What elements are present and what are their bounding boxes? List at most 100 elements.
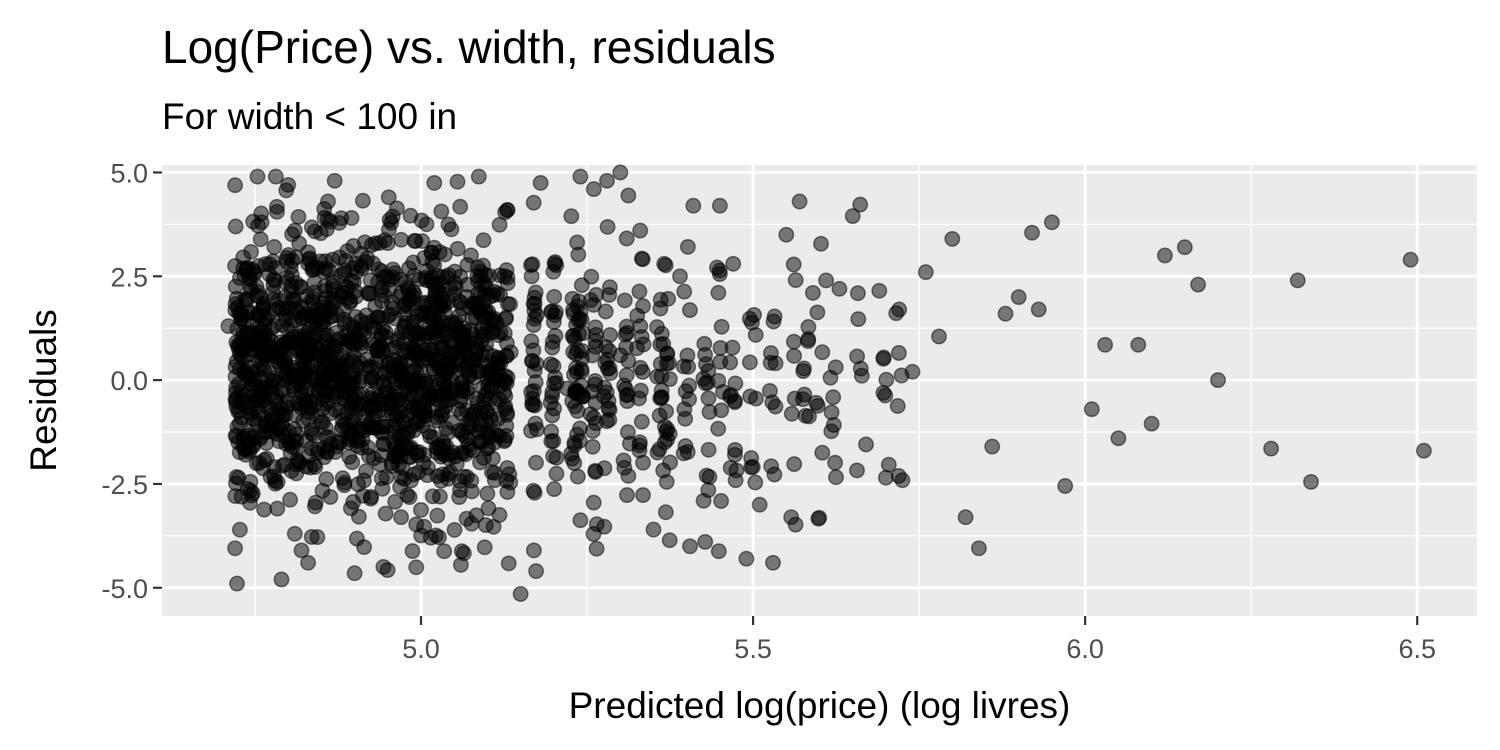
data-point [544, 384, 561, 401]
data-point [786, 456, 803, 473]
data-point [388, 332, 405, 349]
x-tick-label: 5.5 [734, 634, 772, 664]
data-point [394, 460, 411, 476]
data-point [710, 284, 727, 301]
data-point [1110, 430, 1127, 447]
data-point [500, 555, 517, 572]
data-point [227, 257, 244, 274]
data-point [528, 355, 545, 372]
data-point [419, 349, 436, 366]
data-point [809, 397, 826, 414]
data-point [350, 508, 367, 525]
data-point [795, 363, 812, 380]
data-point [293, 542, 310, 559]
data-point [871, 282, 888, 299]
data-point [620, 467, 637, 484]
data-point [547, 327, 564, 344]
data-point [904, 363, 921, 380]
data-point [747, 474, 764, 491]
data-point [498, 417, 515, 434]
data-point [800, 333, 817, 350]
data-point [700, 390, 717, 407]
chart-title: Log(Price) vs. width, residuals [162, 21, 776, 73]
y-tick-label: 5.0 [110, 158, 148, 188]
y-tick-label: -2.5 [101, 470, 148, 500]
data-point [597, 303, 614, 320]
data-point [765, 313, 782, 330]
data-point [413, 501, 429, 518]
data-point [585, 181, 602, 198]
data-point [744, 459, 761, 475]
data-point [318, 395, 335, 412]
data-point [588, 540, 605, 557]
data-point [315, 309, 331, 326]
data-point [316, 327, 332, 343]
data-point [814, 344, 831, 361]
data-point [679, 238, 696, 255]
data-point [255, 299, 272, 316]
axes: -5.0 -2.5 0.0 2.5 5.0 5.0 5.5 6.0 6.5 [101, 158, 1436, 664]
data-point [408, 559, 425, 576]
minor-gridlines [162, 165, 1477, 616]
data-point [813, 235, 829, 252]
data-point [497, 373, 514, 390]
data-point [785, 333, 802, 350]
data-point [713, 318, 730, 335]
data-point [438, 392, 454, 409]
data-point [612, 347, 629, 364]
data-point [697, 346, 714, 363]
data-point [620, 187, 637, 204]
data-point [849, 285, 866, 302]
data-point [297, 339, 314, 356]
data-point [850, 311, 867, 328]
data-point [477, 302, 494, 319]
data-point [475, 232, 492, 249]
data-point [1210, 372, 1226, 389]
data-point [804, 284, 821, 301]
data-point [656, 255, 673, 272]
data-point [266, 239, 283, 255]
data-point [453, 543, 470, 560]
data-point [231, 444, 248, 461]
data-point [787, 272, 804, 289]
data-point [814, 444, 831, 461]
data-point [564, 450, 581, 467]
data-point [569, 342, 586, 359]
data-point [287, 301, 304, 318]
data-point [629, 307, 646, 324]
data-point [931, 328, 947, 345]
data-point [497, 310, 514, 327]
data-point [631, 442, 648, 459]
data-point [875, 350, 892, 367]
data-point [660, 290, 677, 307]
data-point [572, 512, 589, 529]
data-point [800, 319, 817, 335]
data-point [307, 459, 324, 475]
data-point [724, 339, 741, 356]
data-point [379, 235, 396, 252]
data-point [875, 384, 892, 401]
data-point [713, 402, 730, 419]
data-point [1024, 224, 1040, 241]
data-point [523, 257, 539, 274]
data-point [853, 367, 870, 384]
data-point [528, 421, 545, 438]
data-point [635, 487, 651, 504]
data-point [599, 218, 616, 235]
data-point [433, 203, 450, 220]
data-point [727, 375, 744, 392]
data-point [307, 494, 324, 511]
data-point [480, 500, 497, 517]
data-point [220, 318, 237, 335]
data-point [528, 563, 545, 580]
data-point [434, 339, 451, 356]
data-point [451, 489, 468, 506]
y-tick-label: -5.0 [101, 574, 148, 604]
data-point [241, 271, 258, 288]
data-point [828, 469, 844, 486]
data-point [891, 301, 908, 318]
data-point [984, 438, 1001, 455]
data-point [401, 448, 418, 465]
data-point [374, 343, 391, 360]
data-points [220, 164, 1432, 602]
